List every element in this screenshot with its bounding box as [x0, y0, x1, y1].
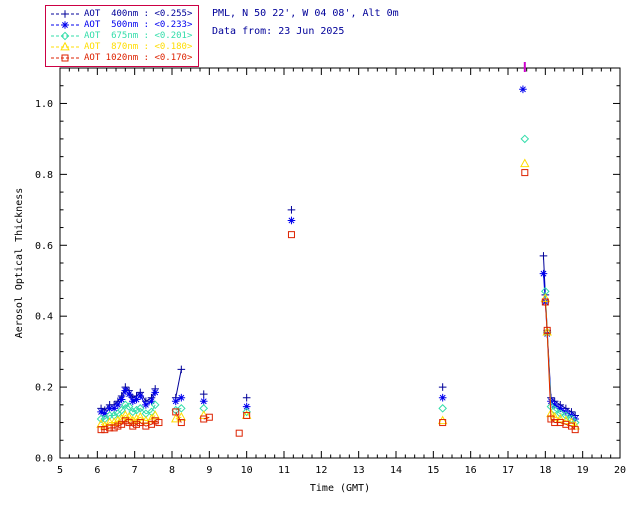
svg-text:1.0: 1.0 [35, 99, 53, 110]
svg-text:12: 12 [315, 465, 327, 476]
legend-item-aot-1020nm: AOT 1020nm : <0.170> [50, 52, 192, 63]
svg-text:16: 16 [465, 465, 477, 476]
legend-label: AOT 675nm : <0.201> [84, 30, 193, 41]
legend-marker-sample [51, 9, 79, 18]
legend-marker-sample [51, 41, 79, 50]
svg-text:17: 17 [502, 465, 514, 476]
series-aot-1020nm [97, 169, 579, 437]
legend-marker-sample [51, 54, 79, 61]
series-aot-675nm [96, 134, 580, 427]
svg-text:0.0: 0.0 [35, 454, 53, 465]
svg-text:15: 15 [427, 465, 439, 476]
plot-axes [59, 67, 621, 459]
svg-text:14: 14 [390, 465, 402, 476]
y-axis-title: Aerosol Optical Thickness [14, 188, 25, 339]
svg-text:0.4: 0.4 [35, 312, 53, 323]
x-axis-title: Time (GMT) [310, 483, 370, 494]
svg-text:19: 19 [577, 465, 589, 476]
svg-text:0.2: 0.2 [35, 383, 53, 394]
svg-text:8: 8 [169, 465, 175, 476]
legend-label: AOT 1020nm : <0.170> [84, 52, 193, 63]
svg-text:10: 10 [241, 465, 253, 476]
legend-marker-sample [51, 31, 79, 40]
svg-text:0.8: 0.8 [35, 170, 53, 181]
svg-text:9: 9 [206, 465, 212, 476]
legend-item-aot-675nm: AOT 675nm : <0.201> [50, 30, 192, 41]
svg-text:7: 7 [132, 465, 138, 476]
station-info: PML, N 50 22', W 04 08', Alt 0m [212, 8, 399, 19]
svg-text:13: 13 [353, 465, 365, 476]
series-aot-400nm [97, 206, 579, 420]
legend-label: AOT 400nm : <0.255> [84, 8, 193, 19]
svg-text:5: 5 [57, 465, 63, 476]
svg-text:6: 6 [94, 465, 100, 476]
legend-item-aot-400nm: AOT 400nm : <0.255> [50, 8, 192, 19]
legend-marker-sample [51, 20, 79, 29]
legend-box: AOT 400nm : <0.255> AOT 500nm : <0.233> AO… [45, 5, 200, 67]
data-from-line: Data from: 23 Jun 2025 [212, 26, 345, 37]
svg-text:0.6: 0.6 [35, 241, 53, 252]
legend-item-aot-500nm: AOT 500nm : <0.233> [50, 19, 192, 30]
svg-text:20: 20 [614, 465, 626, 476]
series-aot-870nm [96, 158, 580, 430]
legend-label: AOT 870nm : <0.180> [84, 41, 193, 52]
svg-text:11: 11 [278, 465, 290, 476]
svg-text:18: 18 [539, 465, 551, 476]
legend-label: AOT 500nm : <0.233> [84, 19, 193, 30]
series-aot-500nm [97, 85, 579, 423]
legend-item-aot-870nm: AOT 870nm : <0.180> [50, 41, 192, 52]
tick-labels: 5 6 7 8 9 10 11 12 13 14 15 16 17 18 19 20 0.0 0.2 0.4 0.6 0… [35, 99, 626, 476]
